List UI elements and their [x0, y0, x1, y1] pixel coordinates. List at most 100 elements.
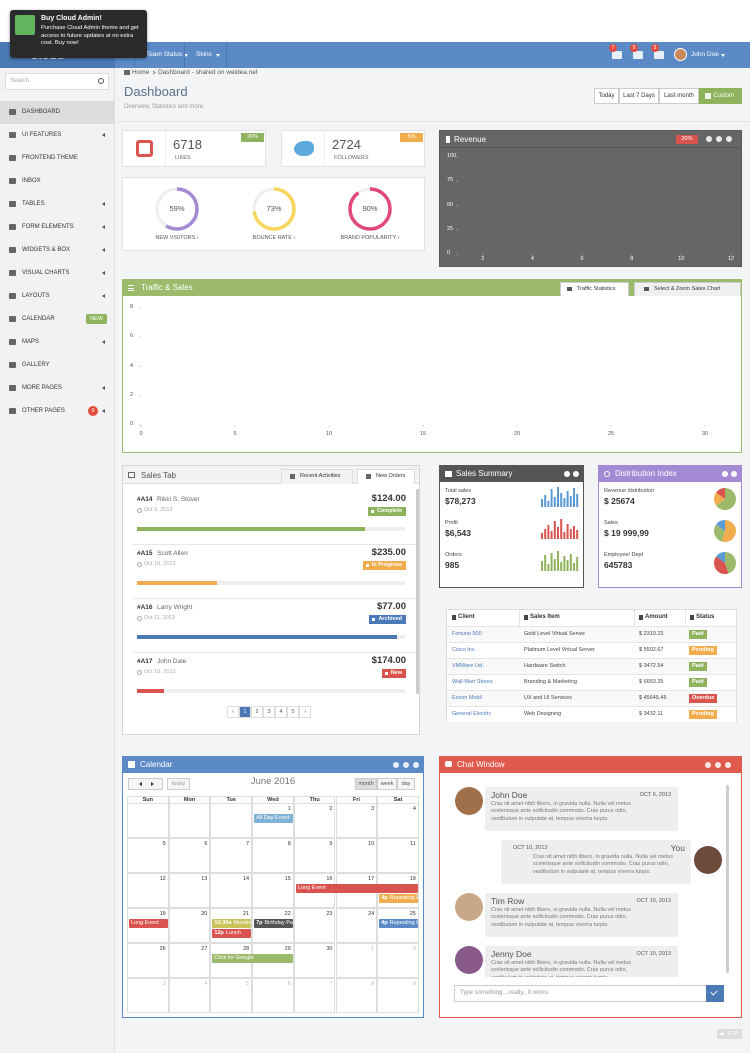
panel-tool[interactable] — [403, 762, 409, 768]
nav-icon[interactable] — [633, 51, 643, 59]
spark-bar — [569, 529, 572, 539]
menu-item[interactable]: UI FEATURES — [0, 124, 114, 147]
status-icon — [370, 510, 374, 513]
menu-item[interactable]: GALLERY — [0, 354, 114, 377]
table-row — [447, 690, 736, 706]
notification-text: Purchase Cloud Admin theme and get acces… — [41, 25, 139, 46]
tab[interactable]: Traffic Statistics — [560, 282, 629, 296]
panel-tool[interactable] — [725, 762, 731, 768]
page-link[interactable]: › — [299, 706, 311, 718]
panel-tool[interactable] — [573, 471, 579, 477]
panel-tool[interactable] — [731, 471, 737, 477]
range-button[interactable]: Today — [594, 88, 619, 104]
donut-name[interactable]: NEW VISITORS › — [155, 235, 199, 241]
calendar-event[interactable]: Long Event — [129, 919, 168, 928]
menu-item[interactable]: CALENDAR NEW — [0, 308, 114, 331]
calendar-event[interactable]: Click for Google — [212, 954, 293, 963]
order-status: New — [381, 669, 406, 678]
day-cell: 5 — [127, 838, 169, 873]
panel-icon — [445, 471, 452, 477]
menu-item[interactable]: LAYOUTS — [0, 285, 114, 308]
menu-item[interactable]: OTHER PAGES 9 — [0, 400, 114, 423]
day-number: 25 — [409, 911, 416, 917]
calendar-event[interactable]: All Day Event — [254, 814, 293, 823]
calendar-event[interactable]: 10:30aMeeting — [212, 919, 252, 928]
menu-item[interactable]: INBOX — [0, 170, 114, 193]
panel-tool[interactable] — [706, 136, 712, 142]
tab[interactable]: Select & Zoom Sales Chart — [634, 282, 741, 296]
panel-tool[interactable] — [726, 136, 732, 142]
view-button[interactable]: week — [377, 778, 397, 790]
tab[interactable]: Recent Activities — [281, 469, 353, 484]
menu-item[interactable]: VISUAL CHARTS — [0, 262, 114, 285]
sales-summary-panel: Sales Summary Total sales $78,273 Profit $6,… — [439, 465, 584, 588]
panel-tool[interactable] — [716, 136, 722, 142]
view-button[interactable]: month — [355, 778, 377, 790]
page-link[interactable]: 3 — [263, 706, 275, 718]
nav-buttons[interactable] — [128, 778, 163, 790]
view-button[interactable]: day — [397, 778, 415, 790]
menu-item[interactable]: DASHBOARD — [0, 101, 114, 124]
table-cell: $ 3472.54 — [639, 663, 664, 669]
search-box[interactable]: Search — [5, 73, 109, 90]
breadcrumb-home[interactable]: Home — [132, 69, 150, 76]
page-link[interactable]: 5 — [287, 706, 299, 718]
x-tick-label: 4 — [530, 256, 534, 262]
y-tick-label: 50 — [447, 201, 454, 208]
menu-item[interactable]: FORM ELEMENTS — [0, 216, 114, 239]
panel-tool[interactable] — [722, 471, 728, 477]
menu-item[interactable]: MORE PAGES — [0, 377, 114, 400]
day-number: 9 — [412, 981, 416, 987]
donut-name[interactable]: BRAND POPULARITY › — [340, 235, 400, 241]
donut-arc — [348, 187, 392, 231]
table-cell[interactable]: VMWare Ltd. — [452, 663, 484, 669]
table-cell[interactable]: General Electric — [452, 711, 492, 717]
order-date: Oct 10, 2013 — [144, 561, 176, 567]
calendar-event[interactable]: 12p Lunch — [212, 929, 252, 938]
nav-icon[interactable] — [654, 51, 664, 59]
nav-icon[interactable] — [612, 51, 622, 59]
panel-tool[interactable] — [705, 762, 711, 768]
tab[interactable]: New Orders — [357, 469, 415, 484]
day-number: 11 — [410, 841, 416, 847]
chat-input[interactable]: Type something....really.. it works — [454, 985, 724, 1002]
panel-tool[interactable] — [413, 762, 419, 768]
panel-title: Calendar — [140, 760, 173, 769]
nav-menu[interactable]: Skins — [196, 51, 212, 58]
donut-name[interactable]: BOUNCE RATE › — [252, 235, 296, 241]
spark-bar — [557, 487, 559, 507]
table-cell[interactable]: Exxon Mobil — [452, 695, 482, 701]
panel-tool[interactable] — [393, 762, 399, 768]
range-button[interactable]: Custom — [699, 88, 742, 104]
table-cell[interactable]: Fortune 500 — [452, 631, 482, 637]
panel-tool[interactable] — [564, 471, 570, 477]
range-button[interactable]: Last month — [659, 88, 699, 104]
panel-tool[interactable] — [715, 762, 721, 768]
page-link[interactable]: ‹ — [227, 706, 239, 718]
calendar-event[interactable]: Long Event — [295, 884, 418, 893]
page-link[interactable]: 2 — [251, 706, 263, 718]
menu-item[interactable]: TABLES — [0, 193, 114, 216]
page-link[interactable]: 4 — [275, 706, 287, 718]
day-cell: 19 — [127, 908, 169, 943]
table-cell[interactable]: Wall-Mart Stores — [452, 679, 493, 685]
menu-icon — [9, 155, 16, 161]
table-cell[interactable]: Cisco Inc. — [452, 647, 477, 653]
today-button[interactable]: today — [167, 778, 190, 790]
menu-label: CALENDAR — [22, 316, 55, 322]
distribution-value: 645783 — [604, 560, 633, 570]
send-button[interactable] — [706, 985, 724, 1002]
user-name[interactable]: John Doe — [691, 51, 719, 58]
top-button[interactable]: TOP — [717, 1029, 742, 1039]
menu-item[interactable]: MAPS — [0, 331, 114, 354]
menu-item[interactable]: FRONTEND THEME — [0, 147, 114, 170]
spark-bar — [541, 533, 543, 539]
summary-value: $78,273 — [445, 496, 476, 506]
menu-item[interactable]: WIDGETS & BOX — [0, 239, 114, 262]
page-link[interactable]: 1 — [239, 706, 251, 718]
range-button[interactable]: Last 7 Days — [619, 88, 659, 104]
nav-menu[interactable]: Team Status — [146, 51, 183, 58]
